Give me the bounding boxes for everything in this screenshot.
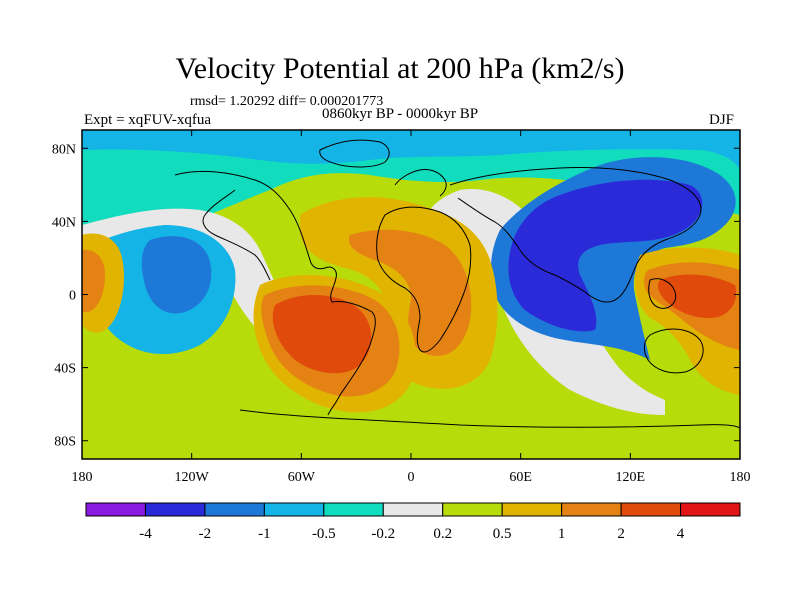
europe-coast bbox=[394, 169, 447, 197]
y-tick-label: 80N bbox=[52, 142, 76, 157]
colorbar-swatch bbox=[85, 502, 146, 517]
x-tick-label: 0 bbox=[408, 470, 415, 485]
antarctica-coast bbox=[239, 409, 740, 429]
africa-coast bbox=[376, 206, 472, 353]
colorbar-label: -4 bbox=[139, 526, 152, 542]
x-axis: 180 120W 60W 0 60E 120E 180 bbox=[72, 130, 751, 485]
colorbar-label: 4 bbox=[677, 526, 685, 542]
colorbar-swatch bbox=[501, 502, 563, 517]
x-tick-label: 180 bbox=[72, 470, 93, 485]
maritime-continent bbox=[648, 278, 677, 309]
y-tick-label: 80S bbox=[54, 435, 76, 450]
colorbar-label: -0.2 bbox=[371, 526, 395, 542]
y-tick-label: 40S bbox=[54, 362, 76, 377]
x-tick-label: 120E bbox=[616, 470, 646, 485]
experiment-label: Expt = xqFUV-xqfua bbox=[84, 112, 212, 128]
colorbar: -4 -2 -1 -0.5 -0.2 0.2 0.5 1 2 4 bbox=[85, 502, 741, 542]
colorbar-label: 0.2 bbox=[433, 526, 452, 542]
field-orange-africa bbox=[349, 229, 472, 356]
colorbar-label: -1 bbox=[258, 526, 271, 542]
x-tick-label: 60W bbox=[288, 470, 316, 485]
australia-coast bbox=[643, 328, 704, 374]
x-tick-label: 60E bbox=[509, 470, 532, 485]
season-label: DJF bbox=[709, 112, 735, 128]
colorbar-swatch bbox=[204, 502, 265, 517]
x-tick-label: 180 bbox=[730, 470, 751, 485]
field-orange-east-pacific bbox=[82, 249, 105, 312]
field-mid-blue-north-pacific bbox=[141, 236, 212, 314]
coastlines bbox=[174, 139, 740, 429]
colorbar-label: -2 bbox=[199, 526, 212, 542]
colorbar-swatch bbox=[144, 502, 206, 517]
y-axis: 80N 40N 0 40S 80S bbox=[52, 142, 740, 450]
y-tick-label: 40N bbox=[52, 215, 76, 230]
colorbar-label: -0.5 bbox=[312, 526, 336, 542]
period-text: 0860kyr BP - 0000kyr BP bbox=[322, 106, 479, 122]
asia-coast bbox=[449, 167, 702, 303]
field-red-south-america bbox=[272, 294, 372, 374]
stats-text: rmsd= 1.20292 diff= 0.000201773 bbox=[190, 94, 384, 109]
colorbar-swatch bbox=[620, 502, 682, 517]
greenland-coast bbox=[319, 139, 390, 168]
field-blue-arctic bbox=[82, 130, 740, 170]
x-tick-label: 120W bbox=[175, 470, 210, 485]
field-green-south bbox=[82, 417, 740, 459]
colorbar-swatch bbox=[442, 502, 503, 517]
map-field bbox=[82, 130, 740, 459]
colorbar-swatch bbox=[382, 502, 444, 517]
colorbar-swatch bbox=[680, 502, 741, 517]
colorbar-label: 2 bbox=[617, 526, 625, 542]
colorbar-swatch bbox=[561, 502, 622, 517]
north-america-west-coast bbox=[202, 189, 271, 281]
americas-coast bbox=[174, 170, 376, 416]
colorbar-label: 0.5 bbox=[493, 526, 512, 542]
colorbar-swatch bbox=[263, 502, 325, 517]
y-tick-label: 0 bbox=[69, 289, 76, 304]
colorbar-swatch bbox=[323, 502, 384, 517]
field-dark-blue-asia bbox=[508, 179, 703, 332]
field-red-west-pacific bbox=[657, 274, 737, 318]
chart-title: Velocity Potential at 200 hPa (km2/s) bbox=[175, 52, 625, 85]
colorbar-label: 1 bbox=[558, 526, 566, 542]
